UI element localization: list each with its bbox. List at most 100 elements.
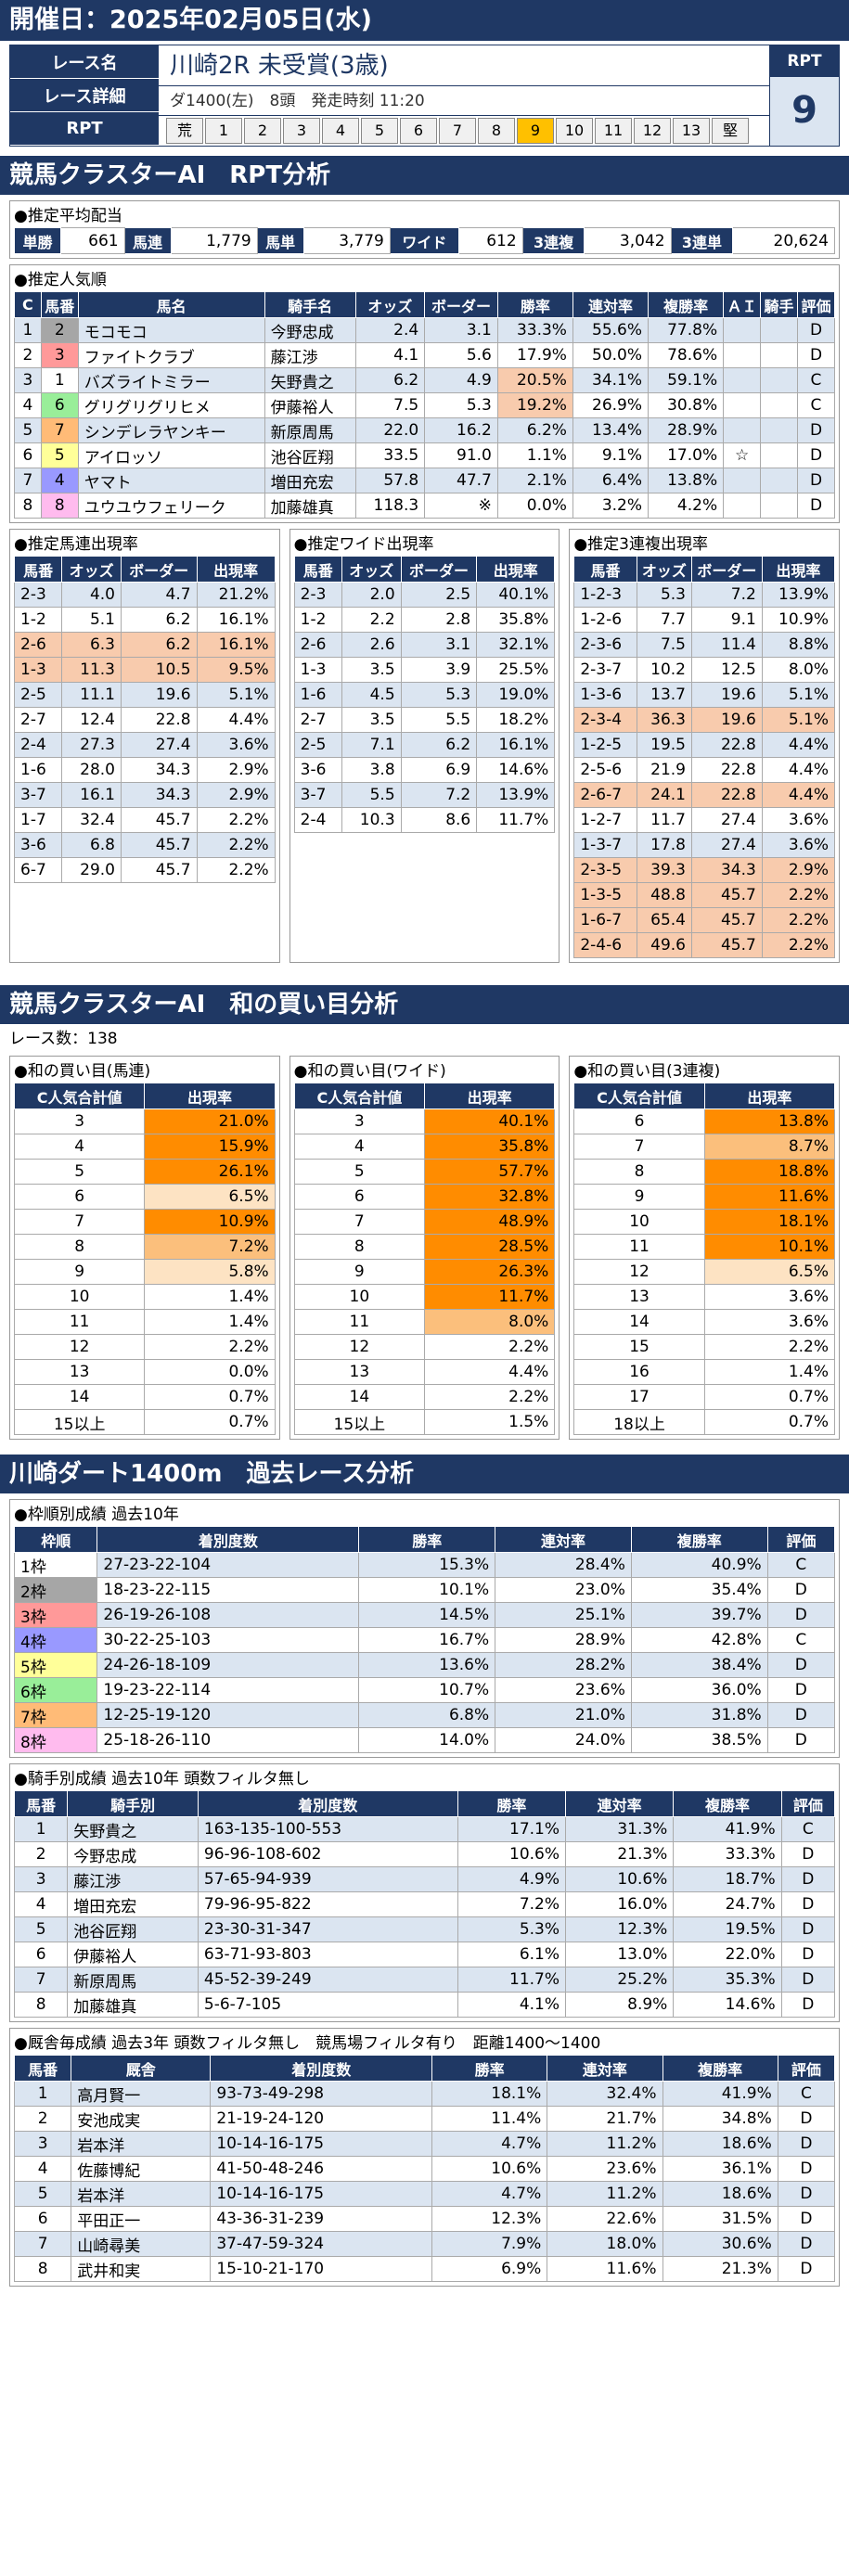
- table-cell: 5.3%: [457, 1916, 567, 1942]
- table-cell: 1-7: [13, 807, 63, 833]
- table-cell: 18.1%: [703, 1209, 836, 1235]
- table-cell: 藤江渉: [264, 342, 356, 368]
- table-cell: 19.6: [120, 682, 198, 708]
- table-cell: 9.1%: [572, 442, 650, 468]
- table-row: 13 4.4%: [293, 1359, 556, 1385]
- table-cell: 45.7: [120, 807, 198, 833]
- table-cell: 6.2: [120, 632, 198, 658]
- table-cell: 12.4: [61, 707, 122, 733]
- table-cell: 12.3%: [565, 1916, 675, 1942]
- table-cell: 30.6%: [662, 2231, 778, 2257]
- payout-value: 3,042: [584, 227, 672, 254]
- table-cell: D: [777, 2206, 836, 2232]
- payout-caption: ●推定平均配当: [14, 207, 122, 225]
- table-cell: 17: [573, 1384, 705, 1410]
- table-row: 2-6 6.3 6.2 16.1%: [13, 632, 276, 658]
- table-row: 3-7 16.1 34.3 2.9%: [13, 782, 276, 808]
- table-row: 3 21.0%: [13, 1109, 276, 1134]
- table-cell: ファイトクラブ: [77, 342, 265, 368]
- table-row: 6 13.8%: [573, 1109, 836, 1134]
- table-row: 1-6-7 65.4 45.7 2.2%: [573, 907, 836, 933]
- table-cell: D: [780, 1866, 836, 1892]
- table-cell: 7.5: [636, 632, 692, 658]
- table-cell: 5: [13, 2181, 72, 2207]
- table-cell: 5-6-7-105: [197, 1992, 458, 2018]
- table-cell: 1.4%: [144, 1309, 276, 1335]
- rpt-cell: 1: [205, 118, 242, 144]
- table-cell: 5: [14, 417, 42, 443]
- table-cell: 163-135-100-553: [197, 1816, 458, 1842]
- column-header: C人気合計値: [573, 1083, 705, 1109]
- table-cell: 10: [293, 1284, 426, 1310]
- table-cell: 10: [13, 1284, 146, 1310]
- table-cell: 49.6: [636, 932, 692, 958]
- table-row: 1-7 32.4 45.7 2.2%: [13, 807, 276, 833]
- jockey-box: ●騎手別成績 過去10年 頭数フィルタ無し 馬番 騎手別 着別度数 勝率 連対率 複勝率評…: [9, 1763, 840, 2022]
- table-cell: 5: [293, 1159, 426, 1185]
- table-row: 1-3 3.5 3.9 25.5%: [293, 657, 556, 683]
- column-header: 出現率: [424, 1083, 556, 1109]
- rpt-cell: 13: [673, 118, 710, 144]
- payout-label: 単勝: [14, 227, 61, 254]
- table-cell: 7.2: [690, 582, 763, 608]
- table-cell: 48.8: [636, 882, 692, 908]
- table-cell: 6: [13, 2206, 72, 2232]
- payout-box: ●推定平均配当 単勝 661 馬連 1,779 馬単 3,779 ワイド 612 3連複 3,04…: [9, 200, 840, 259]
- column-header: 複勝率: [662, 2055, 778, 2082]
- table-cell: 1-6: [13, 757, 63, 783]
- sum-umaren-table: C人気合計値 出現率 3 21.0% 4 15.9% 5 26.1% 6 6.5% 7 10.9% 8 7…: [13, 1083, 276, 1435]
- table-cell: 2.2%: [144, 1334, 276, 1360]
- table-cell: 1-3-5: [573, 882, 637, 908]
- sum-wide-caption: ●和の買い目(ワイド): [293, 1062, 446, 1081]
- table-cell: 21.9: [636, 757, 692, 783]
- table-cell: 16.1: [61, 782, 122, 808]
- table-cell: 加藤雄真: [67, 1992, 199, 2018]
- table-cell: 4: [14, 392, 42, 418]
- table-cell: 19.6: [690, 707, 763, 733]
- table-cell: 36.0%: [630, 1677, 768, 1703]
- table-cell: 91.0: [424, 442, 498, 468]
- table-cell: 35.8%: [424, 1134, 556, 1160]
- payout-label: 馬連: [123, 227, 172, 254]
- table-cell: 1-2: [13, 607, 63, 633]
- table-cell: D: [766, 1702, 836, 1728]
- table-row: 1-3 11.3 10.5 9.5%: [13, 657, 276, 683]
- column-header: 連対率: [495, 1526, 632, 1553]
- table-row: 5 26.1%: [13, 1159, 276, 1185]
- table-cell: 1-3: [293, 657, 342, 683]
- table-cell: D: [777, 2131, 836, 2157]
- table-cell: [723, 392, 762, 418]
- table-cell: 32.4%: [547, 2081, 663, 2107]
- jockey-caption: ●騎手別成績 過去10年 頭数フィルタ無し: [14, 1770, 310, 1788]
- umaren-caption: ●推定馬連出現率: [14, 535, 138, 554]
- table-cell: 40.1%: [424, 1109, 556, 1134]
- table-cell: 0.7%: [703, 1384, 836, 1410]
- table-cell: 7.2%: [457, 1891, 567, 1917]
- payout-label: 3連複: [521, 227, 585, 254]
- sum-sanren-box: ●和の買い目(3連複) C人気合計値 出現率 6 13.8% 7 8.7% 8 18.8% 9 11…: [569, 1056, 841, 1440]
- table-cell: 3.6%: [703, 1309, 836, 1335]
- table-cell: 16: [573, 1359, 705, 1385]
- table-cell: [723, 417, 762, 443]
- table-cell: [760, 392, 798, 418]
- table-row: 1-3-6 13.7 19.6 5.1%: [573, 682, 836, 708]
- table-cell: D: [796, 493, 836, 519]
- column-header: 厩舎: [71, 2055, 212, 2082]
- table-row: 3-7 5.5 7.2 13.9%: [293, 782, 556, 808]
- table-cell: 12: [573, 1259, 705, 1285]
- table-cell: 32.4: [61, 807, 122, 833]
- table-cell: C: [780, 1816, 836, 1842]
- table-cell: 34.3: [120, 757, 198, 783]
- table-cell: 11: [293, 1309, 426, 1335]
- table-cell: 3.8: [341, 757, 402, 783]
- table-cell: 増田充宏: [67, 1891, 199, 1917]
- table-cell: 6: [293, 1184, 426, 1210]
- table-header-row: 馬番 厩舎 着別度数 勝率 連対率 複勝率 評価: [13, 2055, 836, 2082]
- table-cell: 8.6: [400, 807, 478, 833]
- table-cell: 13: [13, 1359, 146, 1385]
- table-cell: D: [780, 1841, 836, 1867]
- table-cell: [760, 493, 798, 519]
- table-cell: 23.0%: [495, 1577, 632, 1603]
- table-cell: 6: [14, 442, 42, 468]
- table-cell: 6.9: [400, 757, 478, 783]
